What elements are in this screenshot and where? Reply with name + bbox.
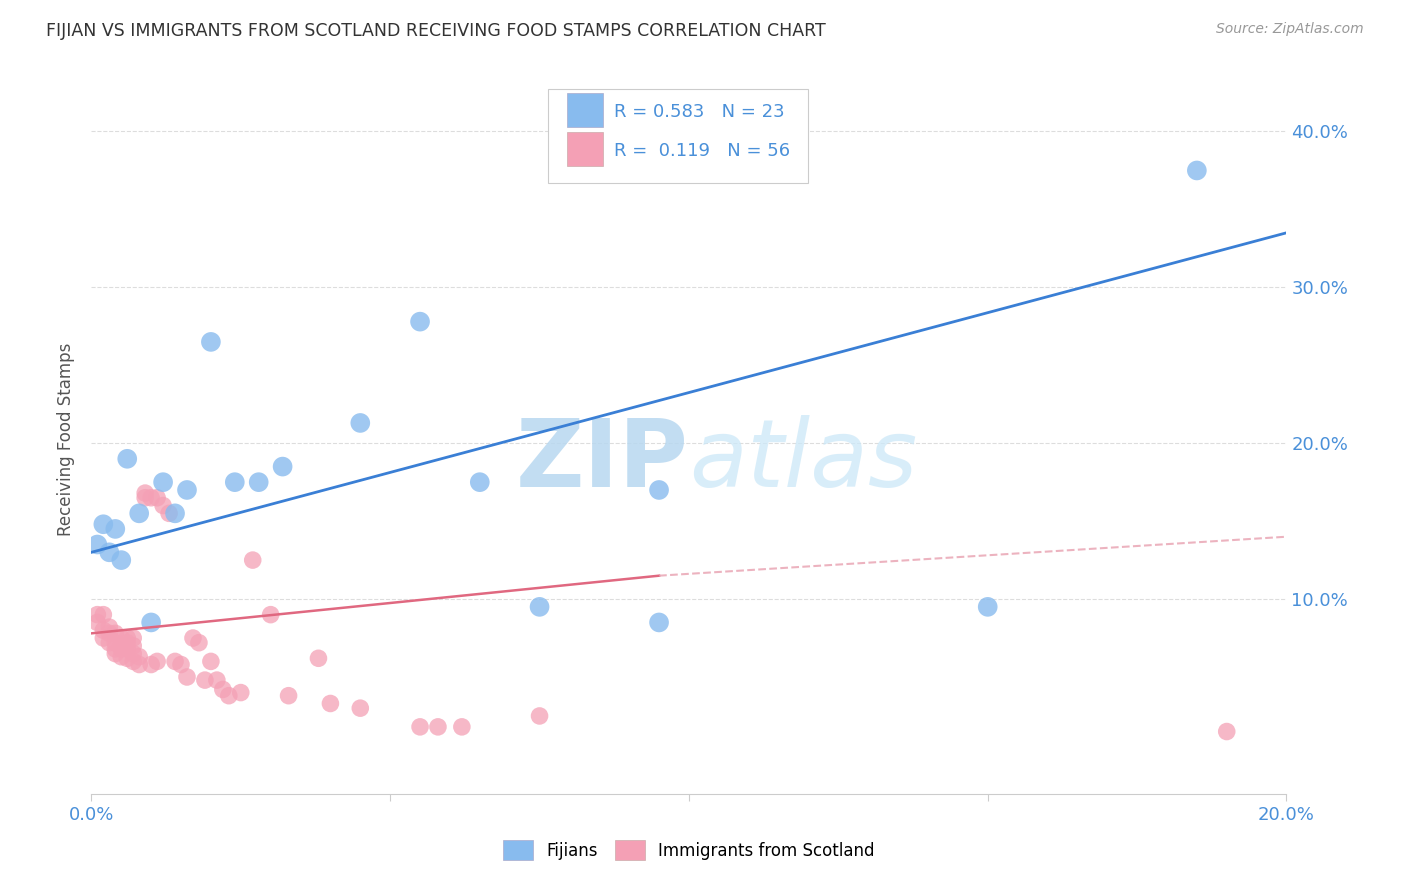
Point xyxy=(409,315,432,329)
Point xyxy=(110,649,132,664)
Point xyxy=(122,647,145,661)
Point xyxy=(104,522,127,536)
Point xyxy=(98,626,121,640)
Point xyxy=(152,499,174,513)
Point xyxy=(104,636,127,650)
Point xyxy=(176,670,198,684)
Point xyxy=(648,483,671,497)
Point xyxy=(450,720,472,734)
Point xyxy=(307,651,329,665)
Point xyxy=(98,636,121,650)
Point xyxy=(104,626,127,640)
Point xyxy=(141,491,163,505)
Point xyxy=(104,647,127,661)
Point xyxy=(409,720,432,734)
Point xyxy=(141,615,163,630)
Point xyxy=(110,642,132,657)
Point xyxy=(86,615,108,630)
Point xyxy=(98,545,121,559)
Point xyxy=(229,685,252,699)
Point xyxy=(163,506,186,520)
Point xyxy=(110,639,132,653)
Y-axis label: Receiving Food Stamps: Receiving Food Stamps xyxy=(58,343,76,536)
Text: R =  0.119   N = 56: R = 0.119 N = 56 xyxy=(614,142,790,160)
Text: R = 0.583   N = 23: R = 0.583 N = 23 xyxy=(614,103,785,120)
Text: Source: ZipAtlas.com: Source: ZipAtlas.com xyxy=(1216,22,1364,37)
Point xyxy=(200,334,222,349)
Point xyxy=(259,607,281,622)
Point xyxy=(427,720,450,734)
Point xyxy=(224,475,246,490)
Point xyxy=(157,506,180,520)
Point xyxy=(110,631,132,645)
Point xyxy=(115,642,138,657)
Point xyxy=(134,486,156,500)
Point xyxy=(170,657,193,672)
Point xyxy=(122,639,145,653)
Point xyxy=(271,459,294,474)
Point xyxy=(218,689,240,703)
Point xyxy=(529,599,551,614)
Text: FIJIAN VS IMMIGRANTS FROM SCOTLAND RECEIVING FOOD STAMPS CORRELATION CHART: FIJIAN VS IMMIGRANTS FROM SCOTLAND RECEI… xyxy=(46,22,827,40)
Point xyxy=(115,636,138,650)
Point xyxy=(319,697,342,711)
Point xyxy=(976,599,998,614)
Point xyxy=(152,475,174,490)
Point xyxy=(134,491,156,505)
Point xyxy=(205,673,228,687)
Point xyxy=(163,654,186,668)
Point xyxy=(93,607,115,622)
Point xyxy=(128,506,150,520)
Point xyxy=(115,651,138,665)
Point xyxy=(242,553,264,567)
Point xyxy=(86,607,108,622)
Point xyxy=(247,475,270,490)
Point xyxy=(1216,724,1239,739)
Point xyxy=(122,654,145,668)
Point xyxy=(468,475,491,490)
Point xyxy=(176,483,198,497)
Point xyxy=(529,709,551,723)
Point xyxy=(86,537,108,551)
Point xyxy=(104,642,127,657)
Point xyxy=(98,620,121,634)
Point xyxy=(93,631,115,645)
Point xyxy=(277,689,299,703)
Point xyxy=(1185,163,1208,178)
Point xyxy=(110,553,132,567)
Text: ZIP: ZIP xyxy=(516,415,689,507)
Point xyxy=(188,636,211,650)
Point xyxy=(648,615,671,630)
Text: atlas: atlas xyxy=(689,415,917,506)
Point xyxy=(146,491,169,505)
Point xyxy=(115,631,138,645)
Point xyxy=(115,451,138,466)
Point xyxy=(194,673,217,687)
Point xyxy=(128,657,150,672)
Point xyxy=(349,416,371,430)
Point xyxy=(128,649,150,664)
Point xyxy=(200,654,222,668)
Point xyxy=(181,631,204,645)
Legend: Fijians, Immigrants from Scotland: Fijians, Immigrants from Scotland xyxy=(496,833,882,867)
Point xyxy=(141,657,163,672)
Point xyxy=(146,654,169,668)
Point xyxy=(93,517,115,532)
Point xyxy=(349,701,371,715)
Point xyxy=(93,624,115,638)
Point xyxy=(122,631,145,645)
Point xyxy=(211,682,233,697)
